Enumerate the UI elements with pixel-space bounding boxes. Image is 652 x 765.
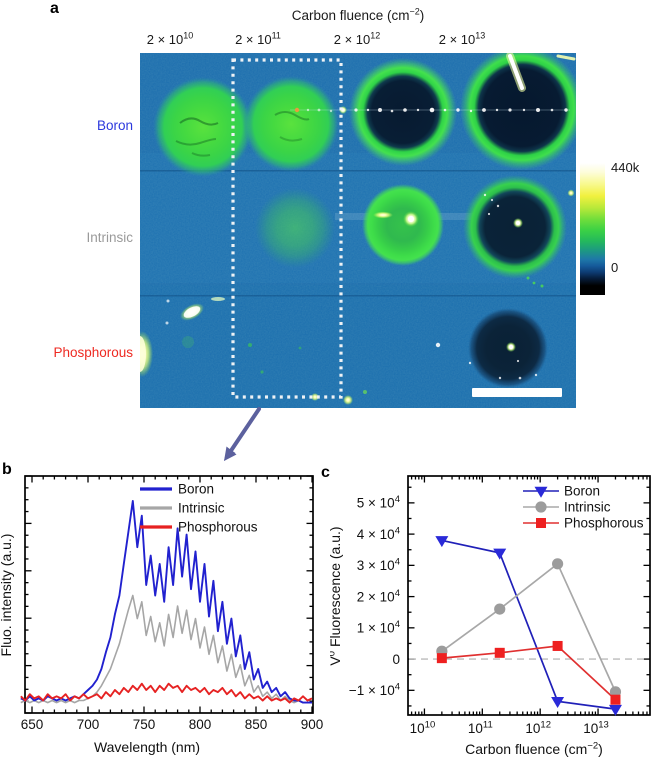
svg-text:Intrinsic: Intrinsic [564, 500, 611, 515]
column-label-exp: 10 [183, 30, 194, 41]
zoom-region-box [231, 58, 343, 399]
column-label-base: 2 × 10 [333, 32, 371, 47]
phosphorous-row-spots [140, 297, 548, 405]
svg-text:1 × 104: 1 × 104 [357, 619, 400, 636]
svg-text:650: 650 [21, 717, 44, 732]
svg-text:800: 800 [189, 717, 212, 732]
svg-text:3 × 104: 3 × 104 [357, 557, 400, 574]
boron-row-spots [153, 53, 576, 177]
colorbar-max-label: 440k [611, 160, 640, 175]
spectrum-chart: 650 700 750 800 850 900 Wavelength (nm) Fluo. i… [0, 475, 324, 755]
column-label-base: 2 × 10 [146, 32, 184, 47]
row-label-boron: Boron [96, 118, 133, 133]
svg-text:700: 700 [77, 717, 100, 732]
panel-b-label: b [2, 461, 12, 478]
phosphorous-spectrum-line [20, 682, 313, 704]
svg-text:1012: 1012 [525, 720, 551, 737]
svg-text:1013: 1013 [583, 720, 609, 737]
svg-text:Phosphorous: Phosphorous [564, 516, 644, 531]
panel-a-label: a [50, 0, 59, 17]
intensity-colorbar [580, 163, 605, 295]
panel-a-title-post: ) [419, 8, 425, 23]
column-label-2e13: 2 × 1013 [438, 30, 486, 47]
svg-text:900: 900 [301, 717, 324, 732]
column-label-2e11: 2 × 1011 [235, 30, 281, 47]
panel-a-title-sup: −2 [409, 6, 420, 17]
tile-seam [140, 170, 576, 172]
x-tick-labels: 1010 1011 1012 1013 [410, 720, 609, 737]
column-label-base: 2 × 10 [438, 32, 476, 47]
panel-c-label: c [321, 464, 330, 481]
x-axis-label: Wavelength (nm) [94, 739, 200, 755]
column-label-base: 2 × 10 [235, 32, 272, 47]
scan-line-dots [290, 106, 570, 114]
boron-markers [435, 536, 622, 716]
zoom-arrow [224, 407, 261, 461]
tile-seam [140, 295, 576, 297]
svg-text:Intrinsic: Intrinsic [178, 501, 225, 516]
intrinsic-series-line [441, 562, 617, 693]
svg-text:750: 750 [133, 717, 156, 732]
svg-text:5 × 104: 5 × 104 [357, 494, 400, 511]
y-axis-label: V0 Fluorescence (a.u.) [330, 526, 343, 665]
svg-text:2 × 104: 2 × 104 [357, 588, 400, 605]
column-label-exp: 13 [475, 30, 486, 41]
column-label-2e10: 2 × 1010 [146, 30, 194, 47]
axis-ticks [408, 476, 650, 715]
plot-frame [24, 475, 314, 714]
boron-series-line [441, 539, 616, 710]
intrinsic-row-spots [255, 175, 575, 288]
phosphorous-series-line [441, 645, 617, 701]
svg-text:Boron: Boron [178, 482, 214, 497]
y-tick-labels: 5 × 104 4 × 104 3 × 104 2 × 104 1 × 104 0 −1 ×… [349, 494, 400, 698]
column-label-exp: 12 [370, 30, 381, 41]
panel-a-title-pre: Carbon fluence (cm [291, 8, 410, 23]
svg-text:0: 0 [392, 652, 400, 667]
column-label-exp: 11 [271, 30, 281, 41]
phosphorous-markers [436, 640, 621, 705]
row-label-intrinsic: Intrinsic [86, 230, 133, 245]
row-label-phosphorous: Phosphorous [53, 345, 133, 360]
svg-text:1011: 1011 [468, 720, 493, 737]
x-axis-label: Carbon fluence (cm−2) [465, 741, 603, 758]
colorbar-min-label: 0 [611, 260, 619, 275]
x-tick-labels: 650 700 750 800 850 900 [21, 717, 324, 732]
panel-a-title: Carbon fluence (cm−2) [291, 6, 425, 23]
fluence-chart: 5 × 104 4 × 104 3 × 104 2 × 104 1 × 104 0 −1 ×… [330, 475, 651, 758]
svg-text:1010: 1010 [410, 720, 436, 737]
plot-frame [407, 475, 651, 716]
scale-bar [472, 388, 562, 397]
svg-text:−1 × 104: −1 × 104 [349, 682, 400, 699]
svg-text:Boron: Boron [564, 484, 600, 499]
svg-text:Phosphorous: Phosphorous [178, 520, 258, 535]
svg-text:4 × 104: 4 × 104 [357, 525, 400, 542]
axis-ticks [25, 475, 313, 714]
confocal-fluorescence-image [140, 53, 576, 408]
y-axis-label: Fluo. intensity (a.u.) [0, 534, 14, 657]
column-label-2e12: 2 × 1012 [333, 30, 381, 47]
svg-text:850: 850 [245, 717, 268, 732]
legend: Boron Intrinsic Phosphorous [140, 482, 258, 535]
boron-spectrum-line [20, 500, 312, 704]
